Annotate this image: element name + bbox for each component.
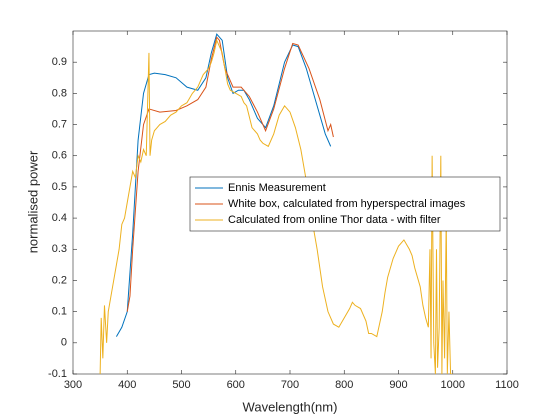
y-tick-label: 0.3 bbox=[52, 243, 67, 255]
x-tick-label: 800 bbox=[335, 379, 353, 391]
y-tick-label: 0.1 bbox=[52, 306, 67, 318]
series-line bbox=[99, 38, 453, 374]
y-tick-label: 0.5 bbox=[52, 181, 67, 193]
x-tick-label: 1000 bbox=[441, 379, 465, 391]
y-tick-label: 0.7 bbox=[52, 118, 67, 130]
x-tick-label: 900 bbox=[389, 379, 407, 391]
x-tick-label: 500 bbox=[172, 379, 190, 391]
y-tick-label: 0.8 bbox=[52, 87, 67, 99]
y-tick-label: 0.9 bbox=[52, 56, 67, 68]
x-tick-label: 600 bbox=[227, 379, 245, 391]
y-tick-label: -0.1 bbox=[48, 368, 67, 380]
x-tick-label: 400 bbox=[118, 379, 136, 391]
legend-label: Calculated from online Thor data - with … bbox=[228, 214, 441, 226]
y-tick-label: 0.4 bbox=[52, 212, 67, 224]
legend-box bbox=[189, 176, 501, 232]
y-axis-label: normalised power bbox=[25, 150, 40, 253]
x-tick-label: 700 bbox=[281, 379, 299, 391]
y-tick-label: 0 bbox=[61, 337, 67, 349]
x-axis-label: Wavelength(nm) bbox=[243, 399, 338, 414]
x-tick-label: 1100 bbox=[495, 379, 519, 391]
legend-label: White box, calculated from hyperspectral… bbox=[228, 198, 466, 210]
legend-label: Ennis Measurement bbox=[228, 182, 326, 194]
y-tick-label: 0.6 bbox=[52, 150, 67, 162]
x-tick-label: 300 bbox=[64, 379, 82, 391]
y-tick-label: 0.2 bbox=[52, 274, 67, 286]
